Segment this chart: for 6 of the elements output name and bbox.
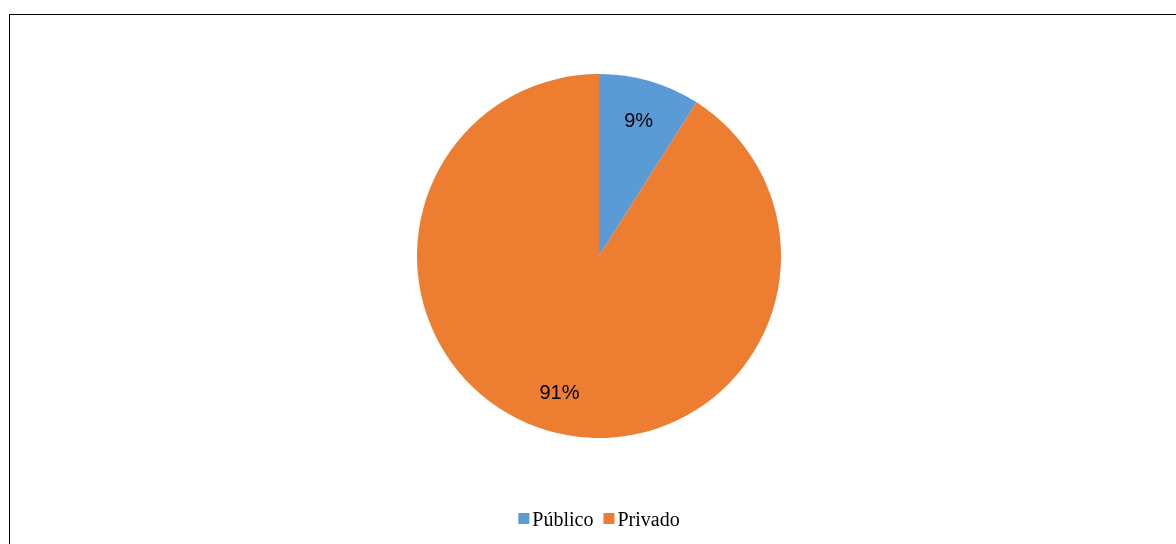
data-label: 91%	[539, 381, 580, 404]
pie-slice	[599, 74, 697, 256]
data-label: 9%	[624, 108, 654, 131]
pie-slice	[417, 74, 781, 438]
legend-label: Privado	[617, 508, 680, 530]
legend-label: Público	[532, 508, 594, 530]
